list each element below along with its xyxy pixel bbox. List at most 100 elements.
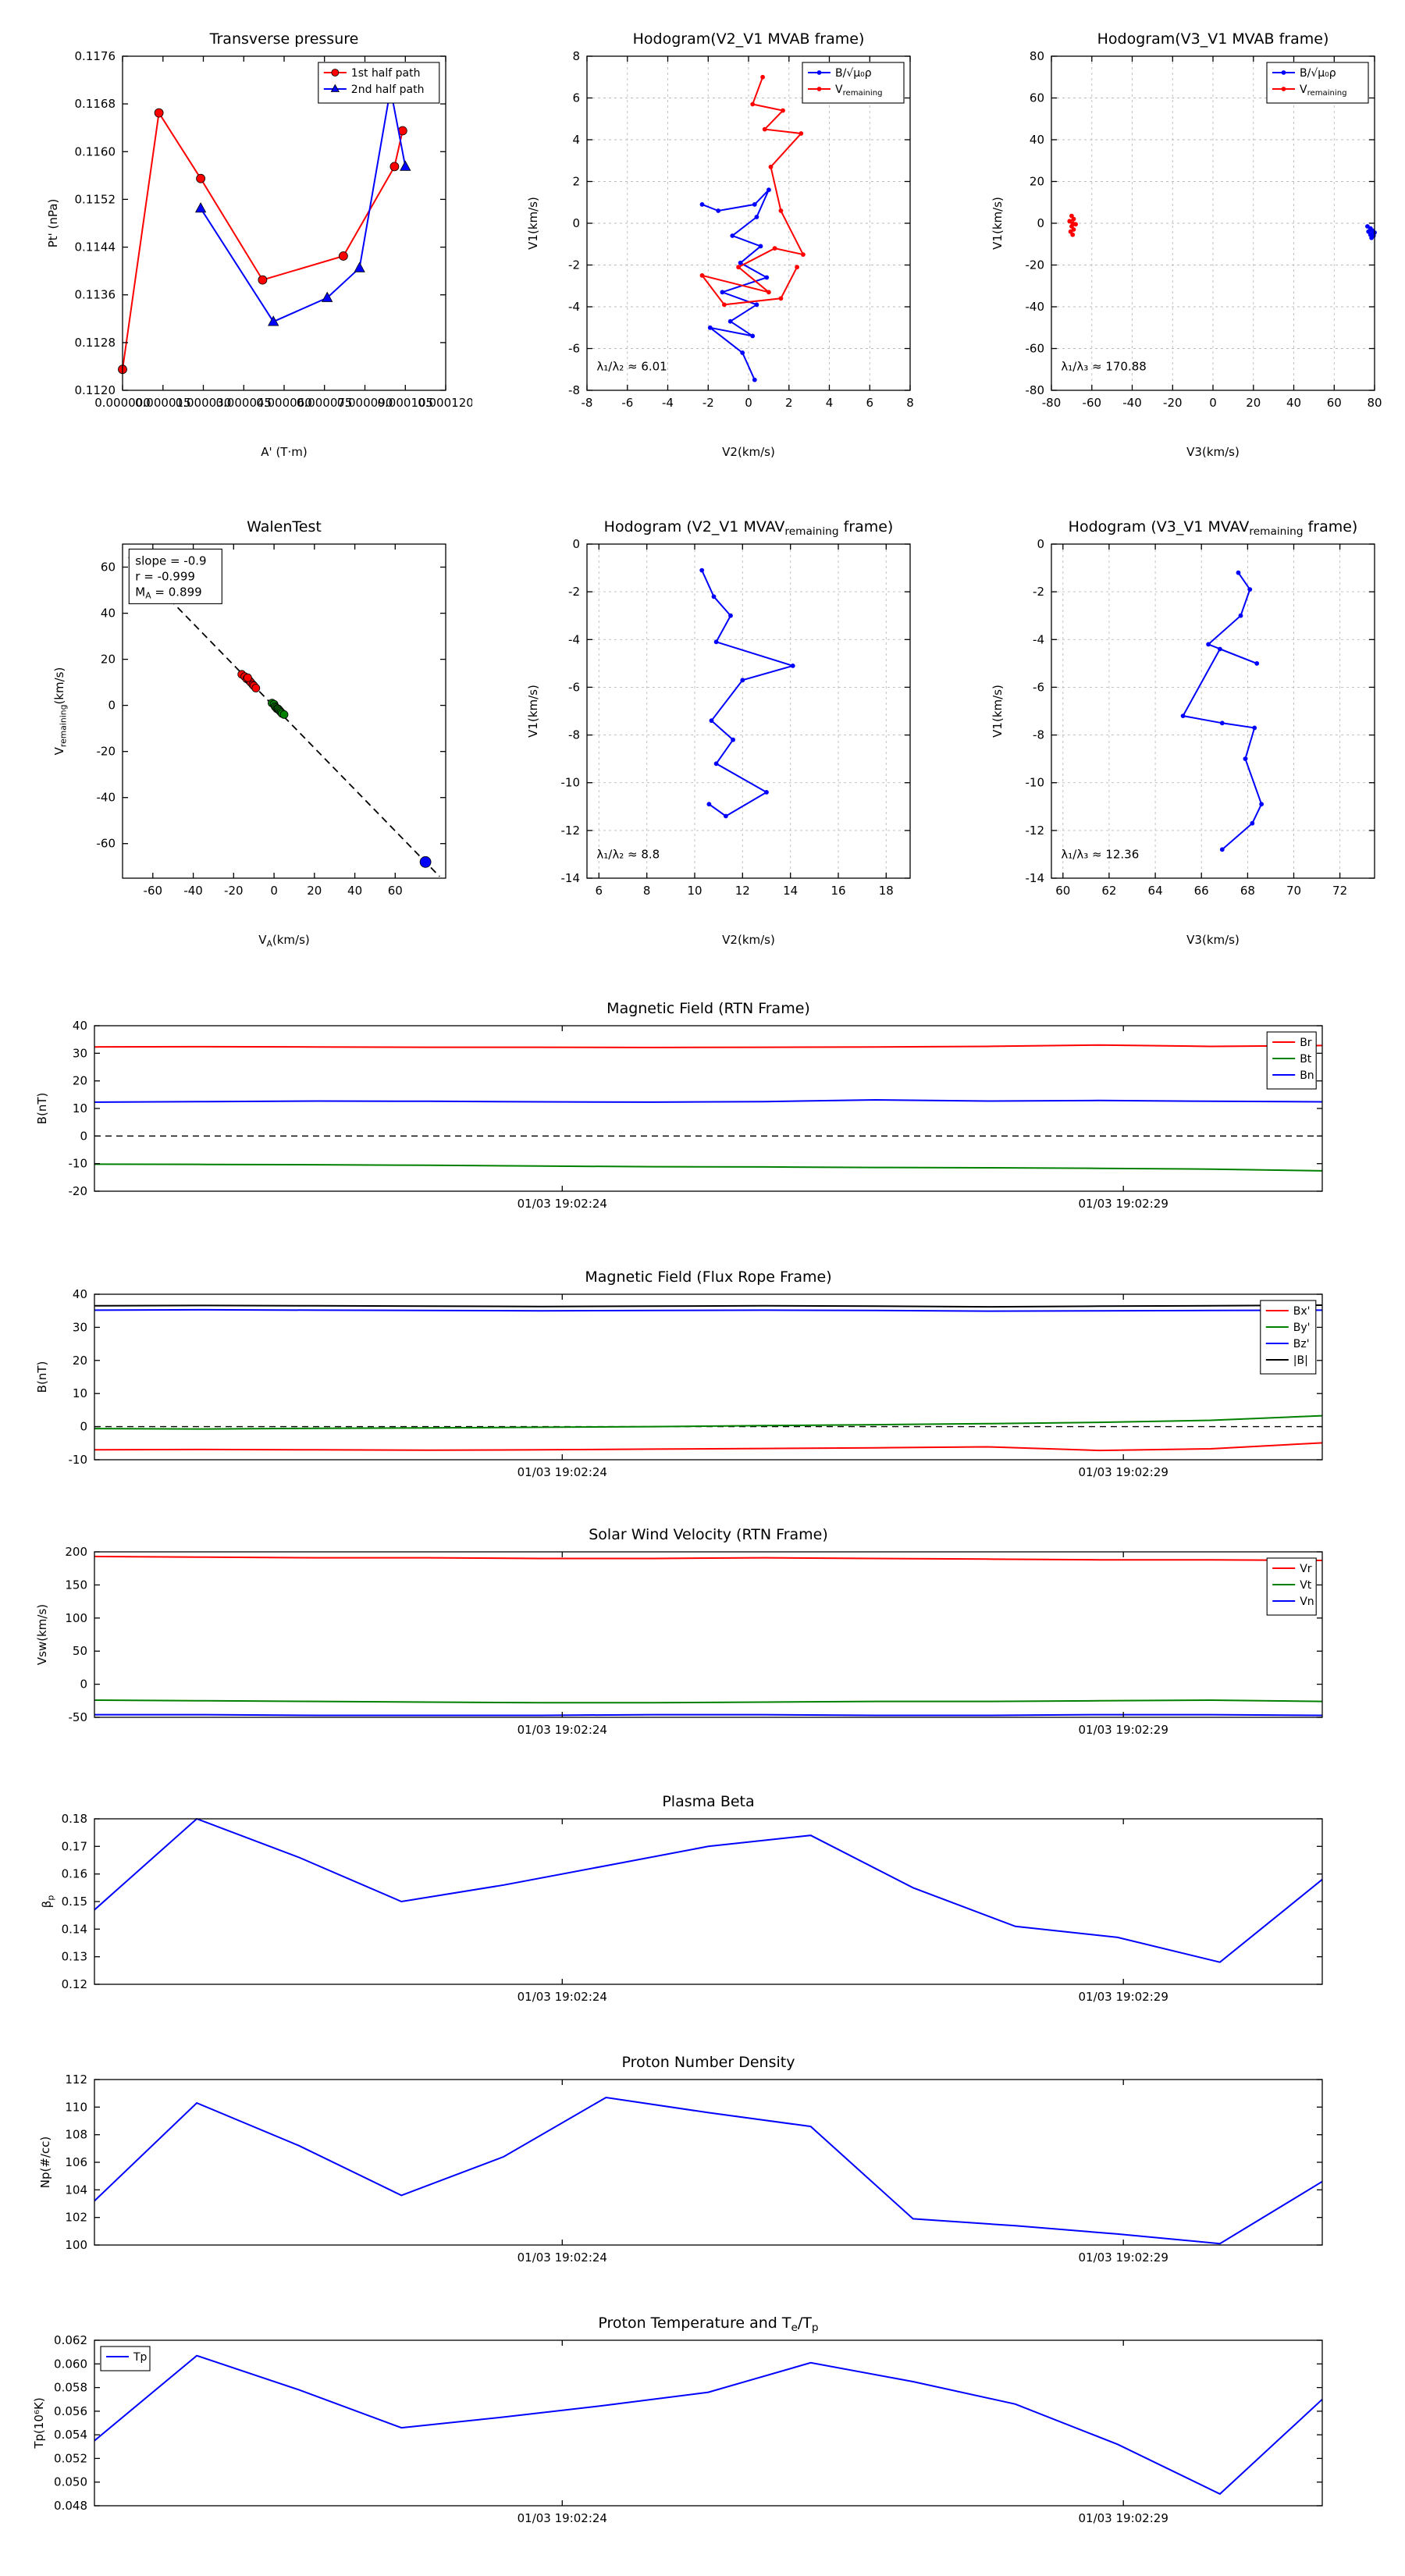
svg-text:-10: -10 [69, 1157, 88, 1171]
svg-text:01/03 19:02:29: 01/03 19:02:29 [1079, 1990, 1168, 2004]
svg-text:10: 10 [73, 1386, 87, 1400]
svg-text:01/03 19:02:29: 01/03 19:02:29 [1079, 1723, 1168, 1737]
svg-text:Bz': Bz' [1293, 1338, 1310, 1350]
svg-text:16: 16 [831, 884, 845, 898]
svg-text:0.048: 0.048 [54, 2499, 87, 2513]
svg-text:8: 8 [572, 49, 580, 63]
chart-walen-test: -60 -40 -20 0 20 40 60 -60 -40 -20 0 20 40 60 WalenTes… [52, 518, 446, 948]
svg-text:Hodogram (V3_V1 MVAVremaining: Hodogram (V3_V1 MVAVremaining frame) [1069, 518, 1358, 538]
svg-text:0.000060: 0.000060 [256, 396, 312, 410]
svg-text:-20: -20 [1026, 258, 1045, 272]
svg-text:Vremaining: Vremaining [835, 84, 883, 98]
chart-magnetic-field-flux-rope: 01/03 19:02:24 01/03 19:02:29 -10 0 10 20 30 40… [35, 1268, 1323, 1479]
svg-text:0.052: 0.052 [54, 2451, 87, 2465]
svg-text:V1(km/s): V1(km/s) [526, 685, 540, 738]
chart-proton-temperature: 01/03 19:02:24 01/03 19:02:29 0.048 0.050 0.… [32, 2314, 1323, 2525]
svg-text:Magnetic Field (Flux Rope Fram: Magnetic Field (Flux Rope Frame) [585, 1268, 831, 1286]
svg-text:-6: -6 [621, 396, 633, 410]
svg-text:V3(km/s): V3(km/s) [1186, 445, 1240, 459]
svg-text:0.1152: 0.1152 [75, 192, 116, 206]
svg-text:50: 50 [73, 1644, 87, 1658]
svg-text:60: 60 [101, 560, 116, 575]
svg-text:40: 40 [1030, 133, 1044, 147]
svg-text:104: 104 [65, 2183, 87, 2197]
svg-text:20: 20 [101, 653, 116, 667]
svg-text:150: 150 [65, 1578, 87, 1592]
svg-text:B/√μ₀ρ: B/√μ₀ρ [835, 67, 872, 80]
svg-text:Vremaining(km/s): Vremaining(km/s) [52, 667, 68, 756]
svg-text:100: 100 [65, 2238, 87, 2252]
svg-text:-40: -40 [1026, 300, 1045, 314]
svg-text:60: 60 [1055, 884, 1070, 898]
svg-text:0.17: 0.17 [62, 1839, 87, 1853]
svg-text:30: 30 [73, 1046, 87, 1060]
svg-text:0.1160: 0.1160 [75, 144, 116, 158]
svg-text:40: 40 [101, 607, 116, 621]
svg-text:A' (T·m): A' (T·m) [261, 445, 307, 459]
svg-text:0: 0 [1037, 216, 1044, 230]
svg-text:0: 0 [80, 1129, 87, 1143]
svg-text:110: 110 [65, 2100, 87, 2114]
svg-text:-10: -10 [561, 776, 581, 790]
svg-text:Plasma Beta: Plasma Beta [662, 1793, 754, 1810]
svg-text:V2(km/s): V2(km/s) [722, 933, 775, 947]
chart-solar-wind-velocity: 01/03 19:02:24 01/03 19:02:29 -50 0 50 100 150… [35, 1526, 1323, 1737]
svg-text:Bt: Bt [1300, 1053, 1312, 1066]
svg-text:V1(km/s): V1(km/s) [991, 197, 1005, 250]
svg-text:-4: -4 [568, 632, 580, 646]
svg-text:01/03 19:02:24: 01/03 19:02:24 [518, 1723, 607, 1737]
svg-text:108: 108 [65, 2128, 87, 2142]
svg-text:01/03 19:02:29: 01/03 19:02:29 [1079, 2250, 1168, 2265]
svg-text:-6: -6 [1033, 680, 1044, 694]
svg-text:-60: -60 [1083, 396, 1102, 410]
svg-text:|B|: |B| [1293, 1354, 1308, 1367]
svg-text:80: 80 [1367, 396, 1382, 410]
svg-text:72: 72 [1332, 884, 1347, 898]
svg-text:01/03 19:02:24: 01/03 19:02:24 [518, 1465, 607, 1479]
svg-text:0.000045: 0.000045 [216, 396, 272, 410]
svg-text:102: 102 [65, 2211, 87, 2225]
svg-text:Bn: Bn [1300, 1069, 1314, 1082]
svg-text:0: 0 [572, 216, 580, 230]
svg-text:V3(km/s): V3(km/s) [1186, 933, 1240, 947]
svg-text:λ₁/λ₂ ≈ 6.01: λ₁/λ₂ ≈ 6.01 [596, 359, 667, 373]
svg-text:WalenTest: WalenTest [247, 518, 322, 535]
svg-text:01/03 19:02:29: 01/03 19:02:29 [1079, 1197, 1168, 1211]
svg-text:60: 60 [1327, 396, 1342, 410]
svg-text:-60: -60 [97, 837, 116, 851]
svg-text:6: 6 [866, 396, 874, 410]
svg-text:0: 0 [745, 396, 752, 410]
svg-text:VA(km/s): VA(km/s) [258, 933, 310, 948]
svg-text:20: 20 [1030, 175, 1044, 189]
svg-text:V1(km/s): V1(km/s) [991, 685, 1005, 738]
svg-text:Hodogram(V2_V1 MVAB frame): Hodogram(V2_V1 MVAB frame) [633, 30, 865, 48]
svg-text:B/√μ₀ρ: B/√μ₀ρ [1300, 67, 1336, 80]
svg-text:0.050: 0.050 [54, 2475, 87, 2489]
svg-text:0: 0 [80, 1420, 87, 1434]
svg-text:80: 80 [1030, 49, 1044, 63]
svg-text:-6: -6 [568, 342, 580, 356]
svg-text:λ₁/λ₃ ≈ 12.36: λ₁/λ₃ ≈ 12.36 [1061, 847, 1139, 861]
svg-text:0.054: 0.054 [54, 2428, 87, 2442]
svg-text:-10: -10 [69, 1453, 88, 1467]
svg-text:Tp(10⁶K): Tp(10⁶K) [32, 2397, 46, 2449]
svg-text:-10: -10 [1026, 776, 1045, 790]
svg-text:-2: -2 [568, 258, 580, 272]
svg-text:0.14: 0.14 [62, 1922, 87, 1936]
svg-text:0.12: 0.12 [62, 1977, 87, 1991]
svg-text:66: 66 [1194, 884, 1209, 898]
chart-hodogram-v2v1-mvab: -8 -6 -4 -2 0 2 4 6 8 -8 -6 -4 -2 0 2 4 6 8 Hodogram(V2_V1… [526, 30, 914, 459]
svg-text:40: 40 [73, 1019, 87, 1033]
svg-text:01/03 19:02:24: 01/03 19:02:24 [518, 1197, 607, 1211]
svg-text:B(nT): B(nT) [35, 1093, 49, 1125]
svg-text:Proton Number Density: Proton Number Density [622, 2054, 795, 2071]
svg-text:-20: -20 [69, 1184, 88, 1198]
svg-text:0: 0 [1037, 537, 1044, 551]
svg-text:-60: -60 [144, 884, 163, 898]
svg-text:-12: -12 [1026, 824, 1045, 838]
svg-text:4: 4 [826, 396, 834, 410]
svg-text:20: 20 [1246, 396, 1261, 410]
svg-text:0: 0 [1209, 396, 1217, 410]
chart-transverse-pressure: 0.0000000.0000150.0000300.0000450.000060… [46, 30, 472, 459]
